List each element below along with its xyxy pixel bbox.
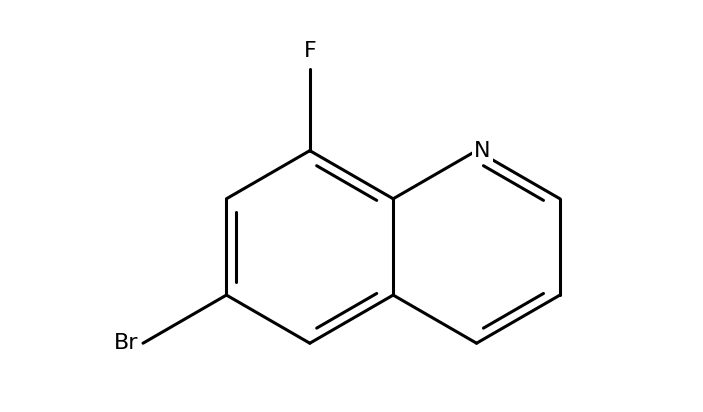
Text: Br: Br <box>114 333 138 353</box>
Text: N: N <box>474 140 491 161</box>
Text: F: F <box>304 41 316 61</box>
